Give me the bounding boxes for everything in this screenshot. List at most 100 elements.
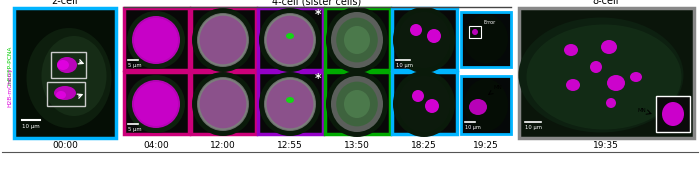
Ellipse shape: [192, 72, 254, 136]
Ellipse shape: [425, 99, 439, 113]
Bar: [47, 82, 85, 106]
Ellipse shape: [197, 77, 249, 131]
Ellipse shape: [265, 78, 315, 130]
Bar: [51, 52, 86, 78]
Ellipse shape: [393, 71, 455, 137]
Ellipse shape: [344, 26, 370, 54]
Ellipse shape: [336, 18, 378, 62]
Ellipse shape: [427, 29, 441, 43]
Bar: [461, 76, 511, 134]
Text: 18:25: 18:25: [411, 141, 437, 150]
Ellipse shape: [127, 75, 185, 133]
Ellipse shape: [192, 8, 254, 72]
Bar: [258, 72, 323, 134]
Text: *: *: [315, 8, 321, 21]
Bar: [392, 72, 457, 134]
Bar: [124, 8, 189, 70]
Text: 10 µm: 10 µm: [22, 124, 40, 129]
Ellipse shape: [267, 16, 314, 64]
Text: 19:35: 19:35: [593, 141, 619, 150]
Bar: [392, 8, 457, 70]
Ellipse shape: [526, 24, 682, 129]
Text: 5 µm: 5 µm: [128, 63, 141, 68]
Ellipse shape: [606, 98, 616, 108]
Ellipse shape: [264, 77, 316, 131]
Text: 04:00: 04:00: [143, 141, 169, 150]
Ellipse shape: [259, 72, 321, 136]
Ellipse shape: [412, 90, 424, 102]
Ellipse shape: [198, 78, 248, 130]
Ellipse shape: [27, 28, 111, 128]
Ellipse shape: [393, 7, 455, 73]
Bar: [14, 8, 116, 138]
Bar: [258, 8, 323, 70]
Ellipse shape: [259, 8, 321, 72]
Text: 13:50: 13:50: [344, 141, 370, 150]
Ellipse shape: [662, 102, 684, 126]
Text: H2B-mCherry: H2B-mCherry: [8, 67, 13, 107]
Text: 10 µm: 10 µm: [396, 63, 413, 68]
Ellipse shape: [469, 99, 487, 115]
Ellipse shape: [56, 91, 66, 99]
Ellipse shape: [57, 57, 77, 73]
Text: mEGFP-PCNA: mEGFP-PCNA: [8, 45, 13, 85]
Ellipse shape: [286, 33, 294, 39]
Ellipse shape: [198, 14, 248, 66]
Bar: [519, 8, 694, 138]
Text: 2-cell: 2-cell: [52, 0, 78, 6]
Ellipse shape: [336, 82, 378, 126]
Ellipse shape: [472, 29, 478, 35]
Ellipse shape: [464, 15, 508, 64]
Ellipse shape: [630, 72, 642, 82]
Ellipse shape: [464, 79, 508, 131]
Ellipse shape: [590, 61, 602, 73]
Text: 10 µm: 10 µm: [465, 125, 481, 130]
Ellipse shape: [134, 18, 178, 62]
Ellipse shape: [601, 40, 617, 54]
Text: 00:00: 00:00: [52, 141, 78, 150]
Ellipse shape: [267, 80, 314, 128]
Bar: [191, 72, 256, 134]
Text: 12:55: 12:55: [277, 141, 303, 150]
Ellipse shape: [132, 16, 180, 64]
Text: Error: Error: [483, 20, 496, 25]
Ellipse shape: [41, 36, 106, 116]
Bar: [325, 8, 390, 70]
Ellipse shape: [331, 12, 383, 68]
Ellipse shape: [410, 24, 422, 36]
Ellipse shape: [566, 79, 580, 91]
Ellipse shape: [398, 76, 450, 132]
Ellipse shape: [344, 90, 370, 118]
Ellipse shape: [264, 13, 316, 67]
Bar: [191, 8, 256, 70]
Ellipse shape: [326, 71, 388, 137]
Text: 12:00: 12:00: [210, 141, 236, 150]
Bar: [656, 96, 690, 132]
Ellipse shape: [519, 17, 683, 132]
Ellipse shape: [607, 75, 625, 91]
Text: MN: MN: [638, 108, 651, 114]
Ellipse shape: [199, 80, 246, 128]
Bar: [461, 12, 511, 67]
Text: 8-cell: 8-cell: [593, 0, 620, 6]
Ellipse shape: [199, 16, 246, 64]
Text: *: *: [315, 72, 321, 85]
Ellipse shape: [132, 80, 180, 128]
Text: 10 µm: 10 µm: [525, 125, 542, 130]
Ellipse shape: [265, 14, 315, 66]
Bar: [469, 26, 481, 38]
Ellipse shape: [197, 13, 249, 67]
Ellipse shape: [564, 44, 578, 56]
Ellipse shape: [127, 11, 185, 69]
Bar: [325, 72, 390, 134]
Ellipse shape: [331, 76, 383, 132]
Text: 19:25: 19:25: [473, 141, 499, 150]
Text: MN: MN: [489, 85, 503, 94]
Ellipse shape: [57, 60, 69, 70]
Text: 5 µm: 5 µm: [128, 127, 141, 132]
Ellipse shape: [398, 12, 450, 68]
Bar: [124, 72, 189, 134]
Ellipse shape: [326, 7, 388, 73]
Text: 4-cell (sister cells): 4-cell (sister cells): [272, 0, 362, 6]
Ellipse shape: [134, 82, 178, 126]
